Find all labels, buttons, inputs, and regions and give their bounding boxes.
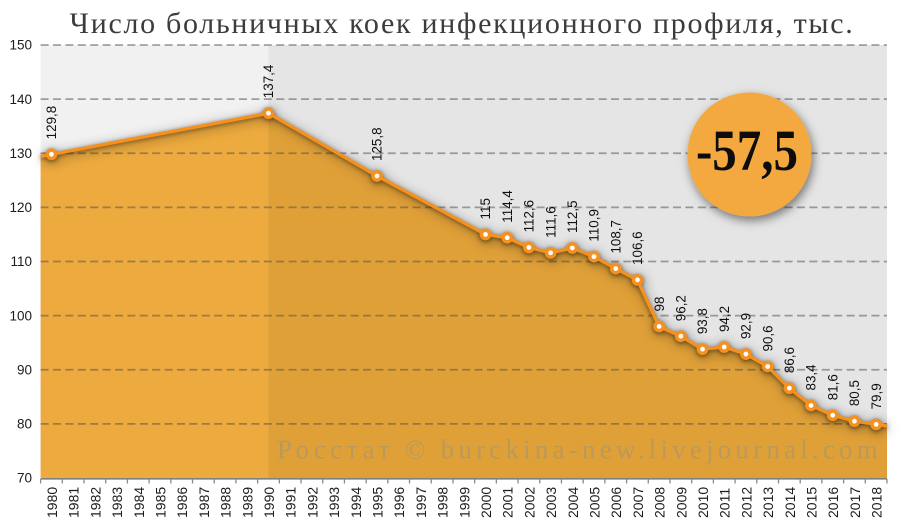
svg-text:1995: 1995 bbox=[369, 487, 385, 518]
svg-text:1987: 1987 bbox=[196, 487, 212, 518]
svg-text:1998: 1998 bbox=[435, 487, 451, 518]
svg-text:93,8: 93,8 bbox=[695, 308, 710, 334]
svg-text:83,4: 83,4 bbox=[804, 364, 819, 391]
svg-text:106,6: 106,6 bbox=[630, 231, 645, 265]
svg-text:80,5: 80,5 bbox=[847, 380, 862, 406]
svg-text:2011: 2011 bbox=[717, 488, 733, 518]
svg-text:2004: 2004 bbox=[565, 487, 581, 518]
svg-text:Росстат © burckina-new.livejou: Росстат © burckina-new.livejournal.com bbox=[277, 435, 882, 465]
svg-text:98: 98 bbox=[652, 297, 667, 312]
svg-text:140: 140 bbox=[9, 92, 32, 107]
svg-text:90: 90 bbox=[17, 362, 32, 377]
svg-text:115: 115 bbox=[478, 198, 493, 219]
svg-text:1990: 1990 bbox=[261, 487, 277, 518]
svg-text:94,2: 94,2 bbox=[717, 306, 732, 332]
svg-text:2014: 2014 bbox=[782, 487, 798, 518]
svg-text:2002: 2002 bbox=[521, 487, 537, 518]
svg-text:1989: 1989 bbox=[239, 487, 255, 518]
svg-text:1981: 1981 bbox=[66, 487, 82, 518]
svg-text:110,9: 110,9 bbox=[587, 209, 602, 242]
svg-text:1984: 1984 bbox=[131, 487, 147, 518]
svg-text:2000: 2000 bbox=[478, 487, 494, 518]
svg-text:130: 130 bbox=[9, 146, 32, 161]
svg-text:1983: 1983 bbox=[109, 487, 125, 518]
svg-text:110: 110 bbox=[10, 254, 32, 269]
svg-text:2003: 2003 bbox=[543, 487, 559, 518]
svg-text:112,6: 112,6 bbox=[522, 200, 537, 233]
svg-text:2008: 2008 bbox=[652, 487, 668, 518]
svg-text:86,6: 86,6 bbox=[782, 347, 797, 373]
svg-text:1986: 1986 bbox=[174, 487, 190, 518]
svg-text:1994: 1994 bbox=[348, 487, 364, 518]
svg-text:2005: 2005 bbox=[587, 487, 603, 518]
svg-text:2007: 2007 bbox=[630, 487, 646, 518]
svg-text:137,4: 137,4 bbox=[261, 64, 276, 98]
svg-text:1993: 1993 bbox=[326, 487, 342, 518]
svg-text:1982: 1982 bbox=[87, 487, 103, 518]
svg-text:96,2: 96,2 bbox=[674, 295, 689, 321]
svg-text:80: 80 bbox=[17, 417, 32, 432]
svg-text:1980: 1980 bbox=[44, 487, 60, 518]
svg-text:1985: 1985 bbox=[152, 487, 168, 518]
svg-text:-57,5: -57,5 bbox=[696, 118, 798, 183]
svg-text:2017: 2017 bbox=[847, 487, 863, 518]
svg-text:2006: 2006 bbox=[608, 487, 624, 518]
svg-text:2010: 2010 bbox=[695, 487, 711, 518]
svg-text:81,6: 81,6 bbox=[825, 374, 840, 400]
svg-text:1999: 1999 bbox=[456, 487, 472, 518]
svg-text:79,9: 79,9 bbox=[869, 383, 884, 409]
svg-text:1997: 1997 bbox=[413, 487, 429, 518]
svg-text:Число больничных коек инфекцио: Число больничных коек инфекционного проф… bbox=[70, 7, 855, 40]
svg-text:1988: 1988 bbox=[218, 487, 234, 518]
svg-text:150: 150 bbox=[9, 38, 32, 53]
svg-text:90,6: 90,6 bbox=[760, 325, 775, 351]
svg-text:1996: 1996 bbox=[391, 487, 407, 518]
svg-text:112,5: 112,5 bbox=[565, 200, 580, 233]
svg-text:2012: 2012 bbox=[738, 487, 754, 518]
svg-text:2016: 2016 bbox=[825, 487, 841, 518]
svg-text:108,7: 108,7 bbox=[608, 220, 623, 254]
svg-text:100: 100 bbox=[9, 308, 32, 323]
svg-text:70: 70 bbox=[17, 471, 32, 486]
svg-text:2018: 2018 bbox=[869, 487, 885, 518]
svg-text:2009: 2009 bbox=[673, 487, 689, 518]
svg-text:120: 120 bbox=[9, 200, 32, 215]
svg-text:111,6: 111,6 bbox=[543, 206, 558, 238]
svg-text:2015: 2015 bbox=[804, 487, 820, 518]
svg-text:2001: 2001 bbox=[500, 487, 516, 518]
svg-text:2013: 2013 bbox=[760, 487, 776, 518]
svg-text:114,4: 114,4 bbox=[500, 190, 515, 223]
svg-text:125,8: 125,8 bbox=[370, 127, 385, 161]
svg-text:1992: 1992 bbox=[304, 487, 320, 518]
svg-text:92,9: 92,9 bbox=[739, 313, 754, 339]
svg-text:1991: 1991 bbox=[283, 487, 299, 518]
svg-text:129,8: 129,8 bbox=[44, 106, 59, 140]
